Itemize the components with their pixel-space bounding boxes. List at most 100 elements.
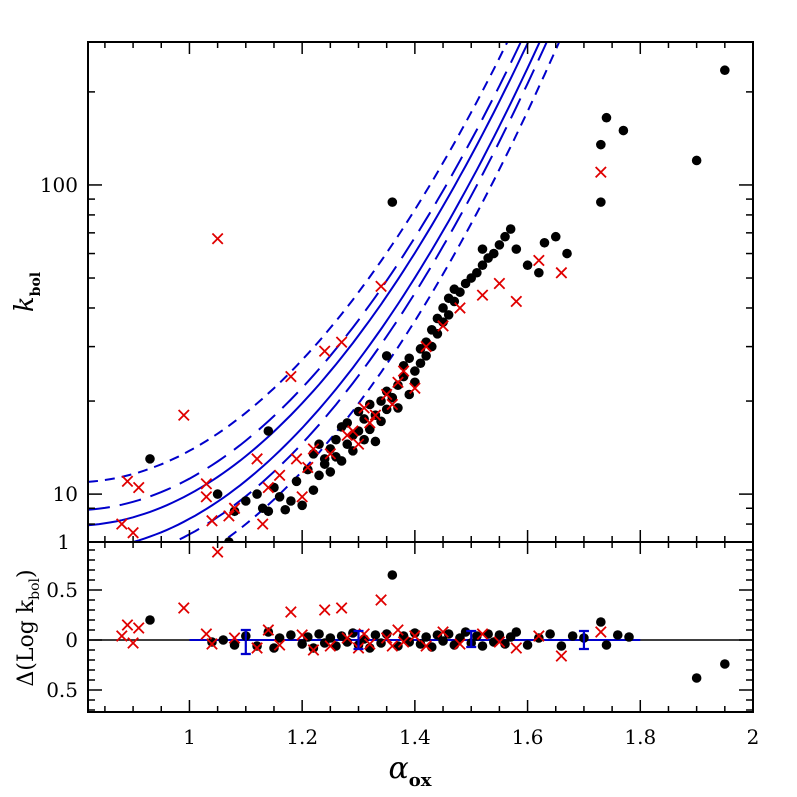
top-cross-point (262, 481, 275, 494)
top-cross-point (555, 266, 568, 279)
bottom-dot-point (218, 635, 229, 645)
top-dot-point (381, 351, 392, 361)
bottom-cross-point (251, 642, 263, 654)
top-cross-point (409, 382, 421, 395)
top-cross-point (307, 443, 320, 455)
bottom-dot-point (229, 640, 240, 650)
top-cross-point (301, 461, 314, 474)
top-dot-point (263, 426, 274, 436)
top-dot-point (477, 260, 488, 271)
error-bar (466, 629, 477, 649)
top-cross-point (206, 514, 218, 527)
top-cross-point (375, 280, 387, 293)
bottom-cross-point (375, 594, 387, 606)
model-curve-solid (129, 42, 541, 542)
x-tick-label: 1.2 (286, 725, 318, 749)
top-dot-point (387, 197, 398, 207)
model-curve-dashed (88, 42, 509, 483)
top-dot-point (308, 485, 319, 495)
top-dot-point (455, 287, 465, 297)
top-dot-point (511, 244, 522, 254)
bottom-cross-point (380, 632, 393, 644)
top-cross-point (273, 469, 286, 482)
bottom-cross-point (555, 650, 568, 662)
top-dot-point (291, 476, 302, 487)
top-panel-frame (87, 41, 754, 543)
bottom-dot-point (286, 630, 296, 640)
error-bar (353, 629, 364, 651)
bottom-dot-point (297, 639, 307, 649)
top-dot-point (224, 537, 234, 542)
x-tick-label: 1.8 (624, 725, 656, 749)
top-dot-point (325, 444, 336, 454)
bottom-cross-point (262, 624, 275, 636)
bottom-dot-point (438, 636, 448, 646)
top-dot-point (472, 267, 482, 278)
bottom-dot-point (387, 570, 398, 580)
top-dot-point (325, 467, 336, 477)
bottom-dot-point (477, 641, 488, 651)
bottom-cross-point (273, 639, 286, 651)
bottom-cross-point (493, 636, 506, 648)
top-cross-point (533, 254, 545, 267)
bottom-cross-point (476, 628, 489, 640)
top-dot-point (534, 267, 544, 278)
bottom-cross-point (437, 626, 449, 638)
top-dot-point (404, 353, 415, 364)
top-corner-label: 1 (57, 530, 70, 554)
bottom-cross-point (132, 622, 145, 634)
top-dot-point (353, 406, 364, 417)
top-cross-point (324, 447, 337, 460)
bottom-cross-point (335, 602, 348, 614)
top-dot-point (410, 366, 420, 376)
top-cross-point (132, 481, 145, 494)
bottom-cross-point (386, 640, 399, 652)
top-panel-marks (88, 42, 730, 542)
top-cross-point (335, 336, 348, 349)
bottom-cross-point (228, 632, 241, 644)
top-y-tick-label: 10 (53, 482, 78, 506)
top-dot-point (314, 470, 324, 481)
top-dot-point (415, 358, 426, 369)
bottom-cross-point (392, 624, 404, 636)
top-cross-point (296, 490, 308, 503)
bottom-dot-point (601, 640, 612, 650)
top-dot-point (212, 489, 223, 499)
bottom-cross-point (363, 638, 376, 650)
top-dot-point (500, 231, 510, 242)
bottom-dot-point (274, 633, 285, 643)
top-dot-point (438, 303, 448, 313)
model-curve-dashed (220, 42, 561, 542)
x-axis-label: αox (388, 751, 431, 791)
top-dot-point (691, 155, 702, 166)
bottom-y-tick-label: 0.5 (46, 578, 78, 602)
top-dot-point (381, 386, 392, 397)
top-dot-point (359, 414, 369, 424)
top-dot-point (550, 231, 561, 242)
top-y-tick-label: 100 (40, 173, 78, 197)
top-cross-point (285, 370, 297, 383)
bottom-dot-point (325, 633, 336, 643)
bottom-dot-point (263, 627, 274, 637)
top-cross-point (341, 429, 354, 442)
bottom-cross-point (409, 630, 421, 642)
model-curve-long-dashed (88, 42, 522, 511)
top-cross-point (392, 376, 404, 389)
bottom-dot-point (522, 640, 533, 650)
bottom-dot-point (460, 627, 471, 637)
top-cross-point (177, 409, 190, 422)
bottom-dot-point (252, 641, 262, 651)
bottom-cross-point (177, 602, 190, 614)
bottom-cross-point (211, 546, 224, 558)
model-curve-solid (88, 42, 530, 527)
top-cross-point (397, 365, 410, 377)
top-cross-point (369, 409, 382, 422)
top-cross-point (228, 502, 241, 515)
bottom-ylabel: Δ(Log kbol) (14, 569, 43, 686)
top-dot-point (240, 496, 251, 506)
top-dot-point (562, 248, 572, 259)
top-dot-point (280, 504, 291, 515)
x-tick-label: 2 (747, 725, 760, 749)
bottom-dot-point (207, 637, 217, 647)
